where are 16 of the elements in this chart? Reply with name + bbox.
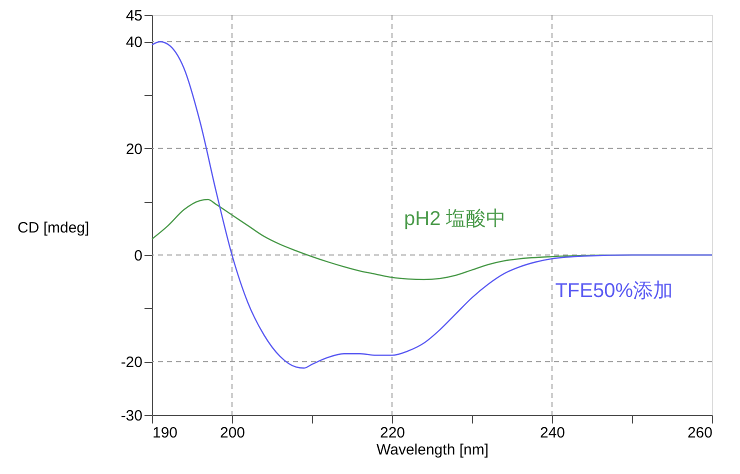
series-label: TFE50%添加: [555, 280, 674, 302]
x-axis-title: Wavelength [nm]: [376, 442, 488, 458]
y-tick-label: 0: [134, 248, 142, 264]
x-tick-label: 200: [220, 424, 246, 442]
x-tick-label: 220: [380, 424, 406, 442]
series-label: pH2 塩酸中: [404, 208, 506, 230]
y-tick-label: 45: [126, 8, 142, 24]
x-tick-label: 260: [687, 424, 712, 442]
x-tick-label: 240: [540, 424, 566, 442]
x-tick-label: 190: [152, 424, 178, 442]
y-tick-label: 40: [126, 34, 142, 52]
y-tick-label: 20: [126, 140, 142, 158]
y-tick-label: -20: [120, 354, 142, 372]
y-axis-title: CD [mdeg]: [18, 220, 90, 236]
line-series: [151, 41, 713, 369]
y-tick-label: -30: [120, 408, 142, 424]
